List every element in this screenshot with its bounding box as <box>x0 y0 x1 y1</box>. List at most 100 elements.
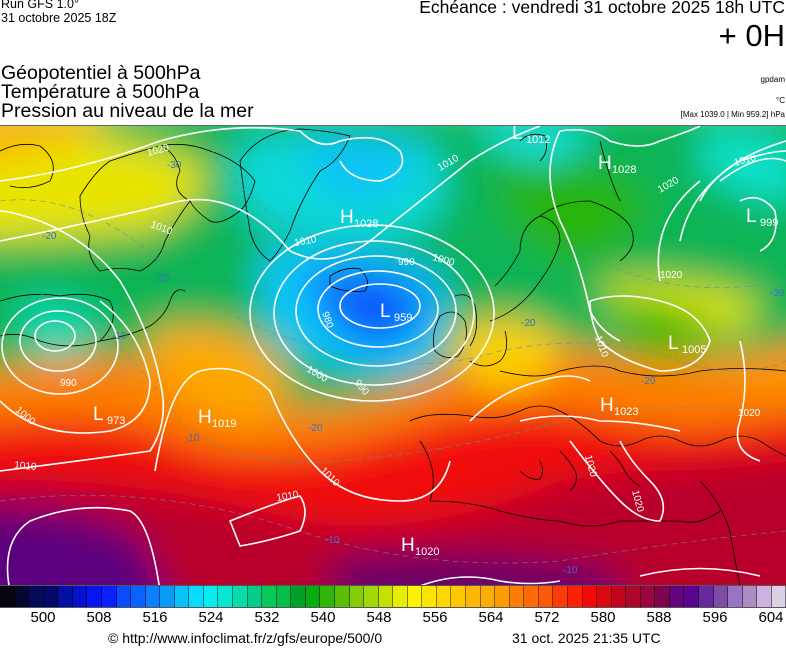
colorbar-cell <box>145 586 161 607</box>
coastlines <box>0 128 786 586</box>
isobars <box>0 126 786 586</box>
colorbar-tick-label: 524 <box>198 609 224 626</box>
svg-text:H: H <box>598 153 612 174</box>
colorbar-cell <box>0 586 15 607</box>
colorbar-cell <box>684 586 699 607</box>
colorbar-cell <box>407 586 423 607</box>
colorbar-cell <box>538 586 554 607</box>
colorbar-cell <box>233 586 248 607</box>
high-pressure-center: H 1019 <box>198 407 236 430</box>
colorbar-cell <box>291 586 306 607</box>
svg-text:H: H <box>198 407 212 428</box>
colorbar-cell <box>771 586 786 607</box>
svg-text:H: H <box>600 395 614 416</box>
isotherm-label: -10 <box>563 565 578 576</box>
svg-text:L: L <box>512 126 523 144</box>
colorbar-cell <box>640 586 656 607</box>
colorbar-cell <box>422 586 437 607</box>
colorbar-cell <box>757 586 772 607</box>
colorbar-cell <box>713 586 729 607</box>
title-pressure: Pression au niveau de la mer <box>1 100 254 122</box>
colorbar-cell <box>495 586 510 607</box>
colorbar-tick-label: 548 <box>366 609 392 626</box>
svg-text:1023: 1023 <box>614 406 638 418</box>
colorbar-cell <box>189 586 204 607</box>
colorbar-cell <box>597 586 612 607</box>
colorbar-cell <box>393 586 408 607</box>
colorbar-tick-label: 516 <box>142 609 168 626</box>
colorbar-cell <box>131 586 146 607</box>
colorbar-cell <box>276 586 292 607</box>
geopotential-colorbar <box>0 585 786 608</box>
colorbar-cell <box>567 586 583 607</box>
pressure-range: [Max 1039.0 | Min 959.2] hPa <box>680 110 785 119</box>
isobar-label: 1010 <box>294 234 318 249</box>
colorbar-cell <box>58 586 73 607</box>
colorbar-cell <box>699 586 714 607</box>
colorbar-cell <box>582 586 598 607</box>
svg-text:L: L <box>380 301 391 322</box>
svg-text:L: L <box>746 206 757 227</box>
isotherm-label: -20 <box>42 231 57 242</box>
colorbar-cell <box>203 586 219 607</box>
colorbar-cell <box>349 586 365 607</box>
svg-text:1019: 1019 <box>212 418 236 430</box>
isotherm-label: -30 <box>770 288 785 299</box>
high-pressure-center: H 1028 <box>340 207 378 230</box>
colorbar-cell <box>480 586 496 607</box>
svg-text:L: L <box>93 404 104 425</box>
high-pressure-center: H 1028 <box>598 153 636 176</box>
low-pressure-center: L 999 <box>746 206 778 229</box>
unit-geopotential: gpdam <box>760 75 785 84</box>
svg-text:1028: 1028 <box>354 218 378 230</box>
colorbar-cell <box>436 586 452 607</box>
colorbar-cell <box>116 586 132 607</box>
svg-text:1028: 1028 <box>612 164 636 176</box>
svg-text:H: H <box>340 207 354 228</box>
svg-text:1020: 1020 <box>415 546 439 558</box>
colorbar-cell <box>14 586 30 607</box>
colorbar-cell <box>334 586 350 607</box>
colorbar-cell <box>742 586 758 607</box>
colorbar-cell <box>364 586 379 607</box>
forecast-offset: + 0H <box>718 18 785 53</box>
colorbar-cell <box>728 586 743 607</box>
colorbar-cell <box>218 586 233 607</box>
colorbar-cell <box>655 586 670 607</box>
low-pressure-center: L 1005 <box>668 333 706 356</box>
low-pressure-center: L 1012 <box>512 126 550 146</box>
weather-map: L 1012 H 1028 H 1028 L 999 L 959 L 1005 L 973 H 1019 H 10… <box>0 125 786 586</box>
copyright-link[interactable]: © http://www.infoclimat.fr/z/gfs/europe/… <box>108 630 383 646</box>
isotherm-label: -10 <box>325 535 340 546</box>
svg-text:1012: 1012 <box>526 134 550 146</box>
colorbar-cell <box>101 586 117 607</box>
run-model-label: Run GFS 1.0° <box>1 0 79 11</box>
colorbar-cell <box>553 586 568 607</box>
colorbar-tick-label: 564 <box>478 609 504 626</box>
colorbar-cell <box>247 586 263 607</box>
low-pressure-center: L 959 <box>380 301 412 324</box>
colorbar-cell <box>43 586 59 607</box>
colorbar-cell <box>611 586 627 607</box>
svg-text:L: L <box>668 333 679 354</box>
colorbar-tick-label: 580 <box>590 609 616 626</box>
colorbar-ticks: 500 508 516 524 532 540 548 556 564 572 580 588 596 6… <box>0 609 786 627</box>
colorbar-tick-label: 556 <box>422 609 448 626</box>
colorbar-cell <box>626 586 641 607</box>
colorbar-cell <box>378 586 394 607</box>
colorbar-cell <box>29 586 44 607</box>
colorbar-tick-label: 508 <box>86 609 112 626</box>
isotherm-label: -20 <box>308 423 323 434</box>
svg-text:H: H <box>401 535 415 556</box>
colorbar-cell <box>305 586 321 607</box>
colorbar-tick-label: 540 <box>310 609 336 626</box>
svg-text:973: 973 <box>107 415 125 427</box>
isobar-label: 1010 <box>14 460 38 473</box>
isobar-label: 1020 <box>660 270 683 281</box>
colorbar-cell <box>87 586 102 607</box>
isotherm-labels: -20 -30 -20 -10 -10 -20 -20 -20 -30 -10 -10 <box>42 160 785 576</box>
colorbar-cell <box>524 586 539 607</box>
colorbar-cell <box>669 586 685 607</box>
colorbar-cell <box>509 586 525 607</box>
